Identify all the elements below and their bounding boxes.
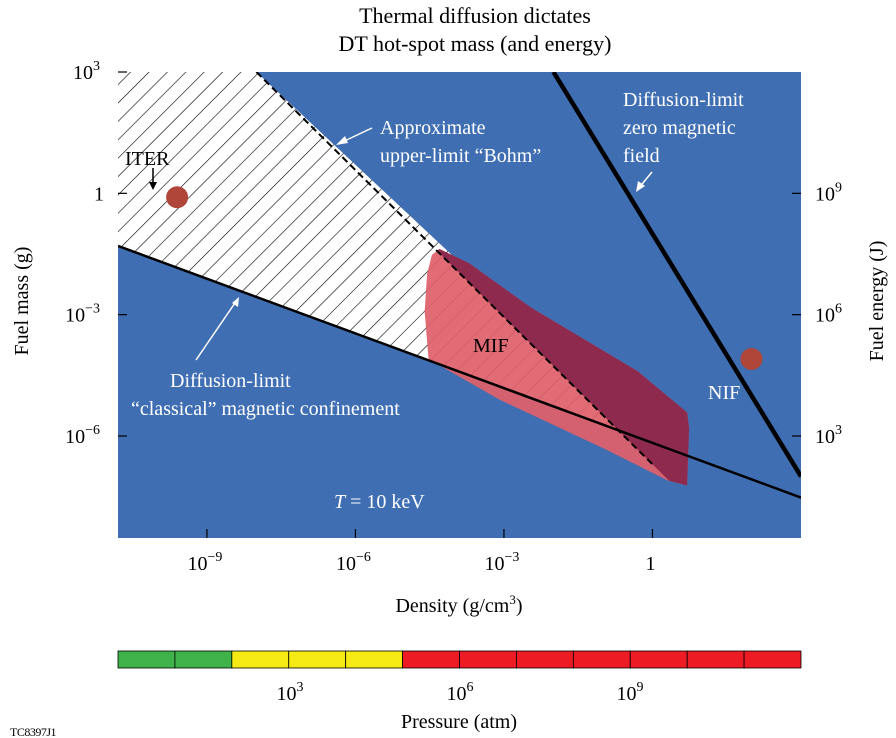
y2-axis-title: Fuel energy (J) <box>866 241 888 362</box>
pressure-bar-segment <box>572 650 631 669</box>
pressure-bar-segment <box>345 650 403 669</box>
pressure-bar-segment <box>231 650 290 669</box>
pressure-bar-segment <box>117 650 176 669</box>
zero-field-arrowhead <box>636 181 645 192</box>
iter-label: ITER <box>125 148 170 170</box>
pressure-tick-label: 109 <box>617 680 644 705</box>
bohm-arrowhead <box>336 136 348 145</box>
nif-marker <box>740 348 763 371</box>
y-tick-label: 10−6 <box>65 423 100 448</box>
x-tick-label: 10−3 <box>485 550 520 575</box>
chart-title-line-1: Thermal diffusion dictates <box>359 3 591 28</box>
x-axis-title: Density (g/cm3) <box>395 592 522 617</box>
classical-arrow <box>195 299 238 361</box>
zero-field-annotation-line-1: Diffusion-limit <box>623 89 744 111</box>
pressure-bar-segment <box>516 650 574 669</box>
pressure-tick-label: 103 <box>277 680 304 705</box>
zero-field-limit-line <box>551 72 801 478</box>
pressure-bar-title: Pressure (atm) <box>401 711 517 733</box>
y-tick-label: 1 <box>94 183 104 205</box>
bohm-limit-line <box>255 72 654 465</box>
temperature-label: T = 10 keV <box>334 491 425 513</box>
y-tick-label: 103 <box>73 59 100 84</box>
pressure-bar-segment <box>402 650 460 669</box>
bohm-annotation-line-1: Approximate <box>380 117 486 139</box>
zero-field-annotation-line-2: zero magnetic <box>623 117 736 139</box>
chart-title-line-2: DT hot-spot mass (and energy) <box>339 31 612 56</box>
y-tick-label: 10−3 <box>65 302 100 327</box>
classical-annotation-line-2: “classical” magnetic confinement <box>131 398 400 420</box>
pressure-bar-segment <box>743 650 802 669</box>
y-axis-title: Fuel mass (g) <box>11 247 33 356</box>
zero-field-annotation-line-3: field <box>623 145 660 167</box>
pressure-bar-segment <box>288 650 347 669</box>
nif-label: NIF <box>708 382 740 404</box>
pressure-bar-segment <box>686 650 745 669</box>
mif-label: MIF <box>473 335 509 357</box>
pressure-bar-segment <box>629 650 688 669</box>
pressure-bar-segment <box>459 650 517 669</box>
figure-id: TC8397J1 <box>10 725 57 738</box>
x-tick-label: 10−9 <box>187 550 222 575</box>
pressure-tick-label: 106 <box>447 680 474 705</box>
pressure-bar-segment <box>174 650 233 669</box>
classical-limit-line <box>118 244 801 499</box>
x-tick-label: 1 <box>645 553 655 575</box>
x-tick-label: 10−6 <box>336 550 371 575</box>
y2-tick-label: 109 <box>815 180 842 205</box>
y2-tick-label: 103 <box>815 423 842 448</box>
bohm-annotation-line-2: upper-limit “Bohm” <box>380 145 541 167</box>
iter-arrowhead <box>149 182 157 190</box>
classical-annotation-line-1: Diffusion-limit <box>170 370 291 392</box>
classical-arrowhead <box>232 297 239 307</box>
iter-marker <box>166 186 189 209</box>
y2-tick-label: 106 <box>815 302 842 327</box>
